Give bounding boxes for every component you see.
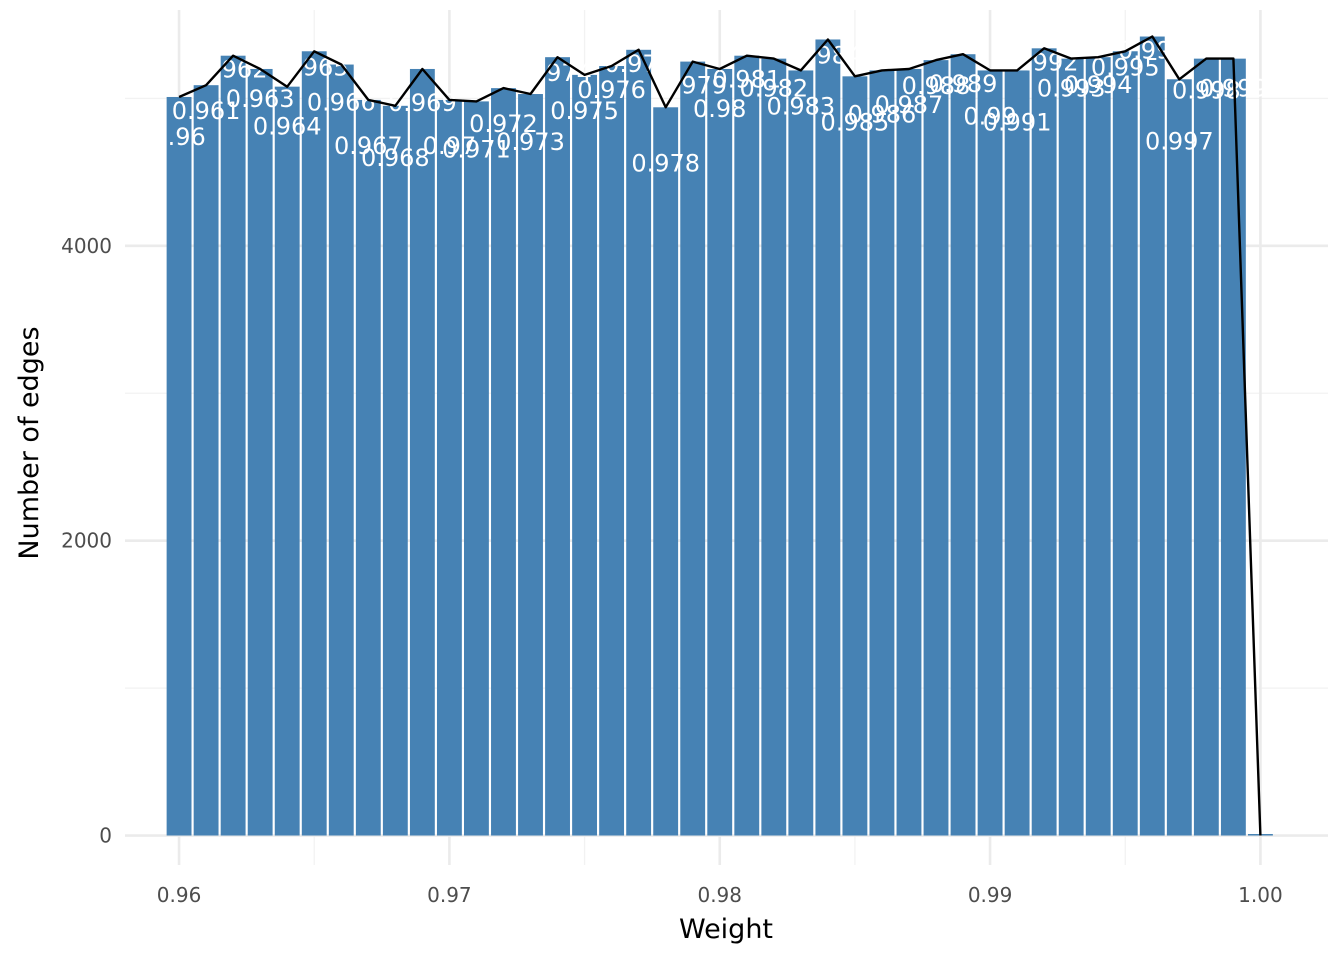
bar bbox=[842, 76, 868, 836]
bar bbox=[382, 105, 408, 836]
bar bbox=[977, 70, 1003, 836]
x-tick-label: 0.99 bbox=[968, 883, 1013, 907]
bar bbox=[923, 60, 949, 836]
bar bbox=[599, 66, 625, 836]
data-label: 0.964 bbox=[253, 113, 322, 141]
data-label: 0.971 bbox=[442, 135, 511, 163]
bar bbox=[1139, 36, 1165, 836]
data-label: 0.996 bbox=[1118, 37, 1187, 65]
bar bbox=[1031, 48, 1057, 836]
bar bbox=[518, 94, 543, 836]
data-label: 0.967 bbox=[334, 132, 403, 160]
bar bbox=[869, 70, 895, 836]
bar bbox=[409, 68, 435, 836]
bar bbox=[247, 68, 273, 836]
trend-line bbox=[178, 35, 1262, 836]
data-label: 0.982 bbox=[739, 75, 808, 103]
data-label: 0.99 bbox=[963, 102, 1016, 130]
bar bbox=[193, 85, 219, 836]
data-label: 0.975 bbox=[550, 97, 619, 125]
bar bbox=[950, 54, 976, 836]
bar bbox=[491, 88, 516, 836]
y-axis-title: Number of edges bbox=[14, 326, 45, 559]
bar bbox=[1166, 79, 1192, 836]
x-tick-label: 1.00 bbox=[1238, 883, 1283, 907]
data-label: 0.963 bbox=[226, 85, 295, 113]
bar bbox=[1112, 51, 1138, 836]
data-label: 0.994 bbox=[1064, 71, 1133, 99]
bar-labels: 0.960.9610.9620.9630.9640.9650.9660.9670… bbox=[152, 37, 1267, 178]
frequency-line bbox=[178, 35, 1262, 836]
data-label: 0.966 bbox=[307, 89, 376, 117]
data-label: 0.995 bbox=[1091, 53, 1160, 81]
data-label: 0.985 bbox=[821, 108, 890, 136]
bar bbox=[734, 55, 760, 836]
bar bbox=[220, 55, 246, 836]
bar bbox=[1193, 58, 1219, 836]
bar bbox=[301, 51, 327, 836]
x-axis-ticks: 0.96 0.97 0.98 0.99 1.00 bbox=[157, 883, 1283, 907]
bar bbox=[464, 101, 489, 836]
data-label: 0.972 bbox=[469, 110, 538, 138]
y-tick-label: 4000 bbox=[61, 234, 112, 258]
data-label: 0.998 bbox=[1172, 77, 1241, 105]
data-label: 0.981 bbox=[712, 66, 781, 94]
bar bbox=[896, 68, 922, 836]
data-label: 0.97 bbox=[423, 132, 476, 160]
x-tick-label: 0.98 bbox=[697, 883, 742, 907]
bar bbox=[1220, 58, 1246, 836]
bar bbox=[653, 107, 679, 836]
bar bbox=[761, 58, 787, 836]
bar bbox=[166, 96, 192, 836]
bar bbox=[355, 99, 381, 836]
data-label: 0.98 bbox=[693, 95, 746, 123]
data-label: 0.961 bbox=[172, 97, 241, 125]
data-label: 0.993 bbox=[1037, 75, 1106, 103]
y-tick-label: 2000 bbox=[61, 529, 112, 553]
x-tick-label: 0.96 bbox=[157, 883, 202, 907]
bar bbox=[274, 86, 300, 836]
data-label: 0.988 bbox=[902, 72, 971, 100]
y-axis-ticks: 0 2000 4000 bbox=[61, 234, 112, 848]
bar bbox=[815, 39, 841, 836]
data-label: 0.997 bbox=[1145, 127, 1214, 155]
bar bbox=[1085, 57, 1111, 836]
bar bbox=[626, 49, 652, 836]
data-label: 0.986 bbox=[848, 100, 917, 128]
y-tick-label: 0 bbox=[99, 824, 112, 848]
bar bbox=[436, 99, 462, 836]
data-label: 0.976 bbox=[577, 76, 646, 104]
data-label: 0.989 bbox=[929, 70, 998, 98]
data-label: 0.965 bbox=[280, 53, 349, 81]
data-label: 0.992 bbox=[1010, 48, 1079, 76]
data-label: 0.973 bbox=[496, 128, 565, 156]
x-tick-label: 0.97 bbox=[427, 883, 472, 907]
bar bbox=[680, 61, 706, 836]
data-label: 0.96 bbox=[152, 123, 205, 151]
data-label: 0.978 bbox=[631, 149, 700, 177]
x-axis-title: Weight bbox=[679, 914, 773, 945]
data-label: 0.991 bbox=[983, 108, 1052, 136]
bars bbox=[166, 36, 1273, 836]
data-label: 0.962 bbox=[199, 56, 268, 84]
bar bbox=[328, 64, 354, 836]
bar bbox=[1058, 58, 1084, 836]
bar bbox=[1004, 70, 1030, 836]
data-label: 0.987 bbox=[875, 91, 944, 119]
data-label: 0.968 bbox=[361, 144, 430, 172]
data-label: 0.979 bbox=[658, 72, 727, 100]
data-label: 0.983 bbox=[766, 92, 835, 120]
bar bbox=[572, 74, 598, 836]
bar bbox=[707, 68, 733, 836]
bar bbox=[788, 70, 814, 836]
bar bbox=[545, 57, 570, 836]
